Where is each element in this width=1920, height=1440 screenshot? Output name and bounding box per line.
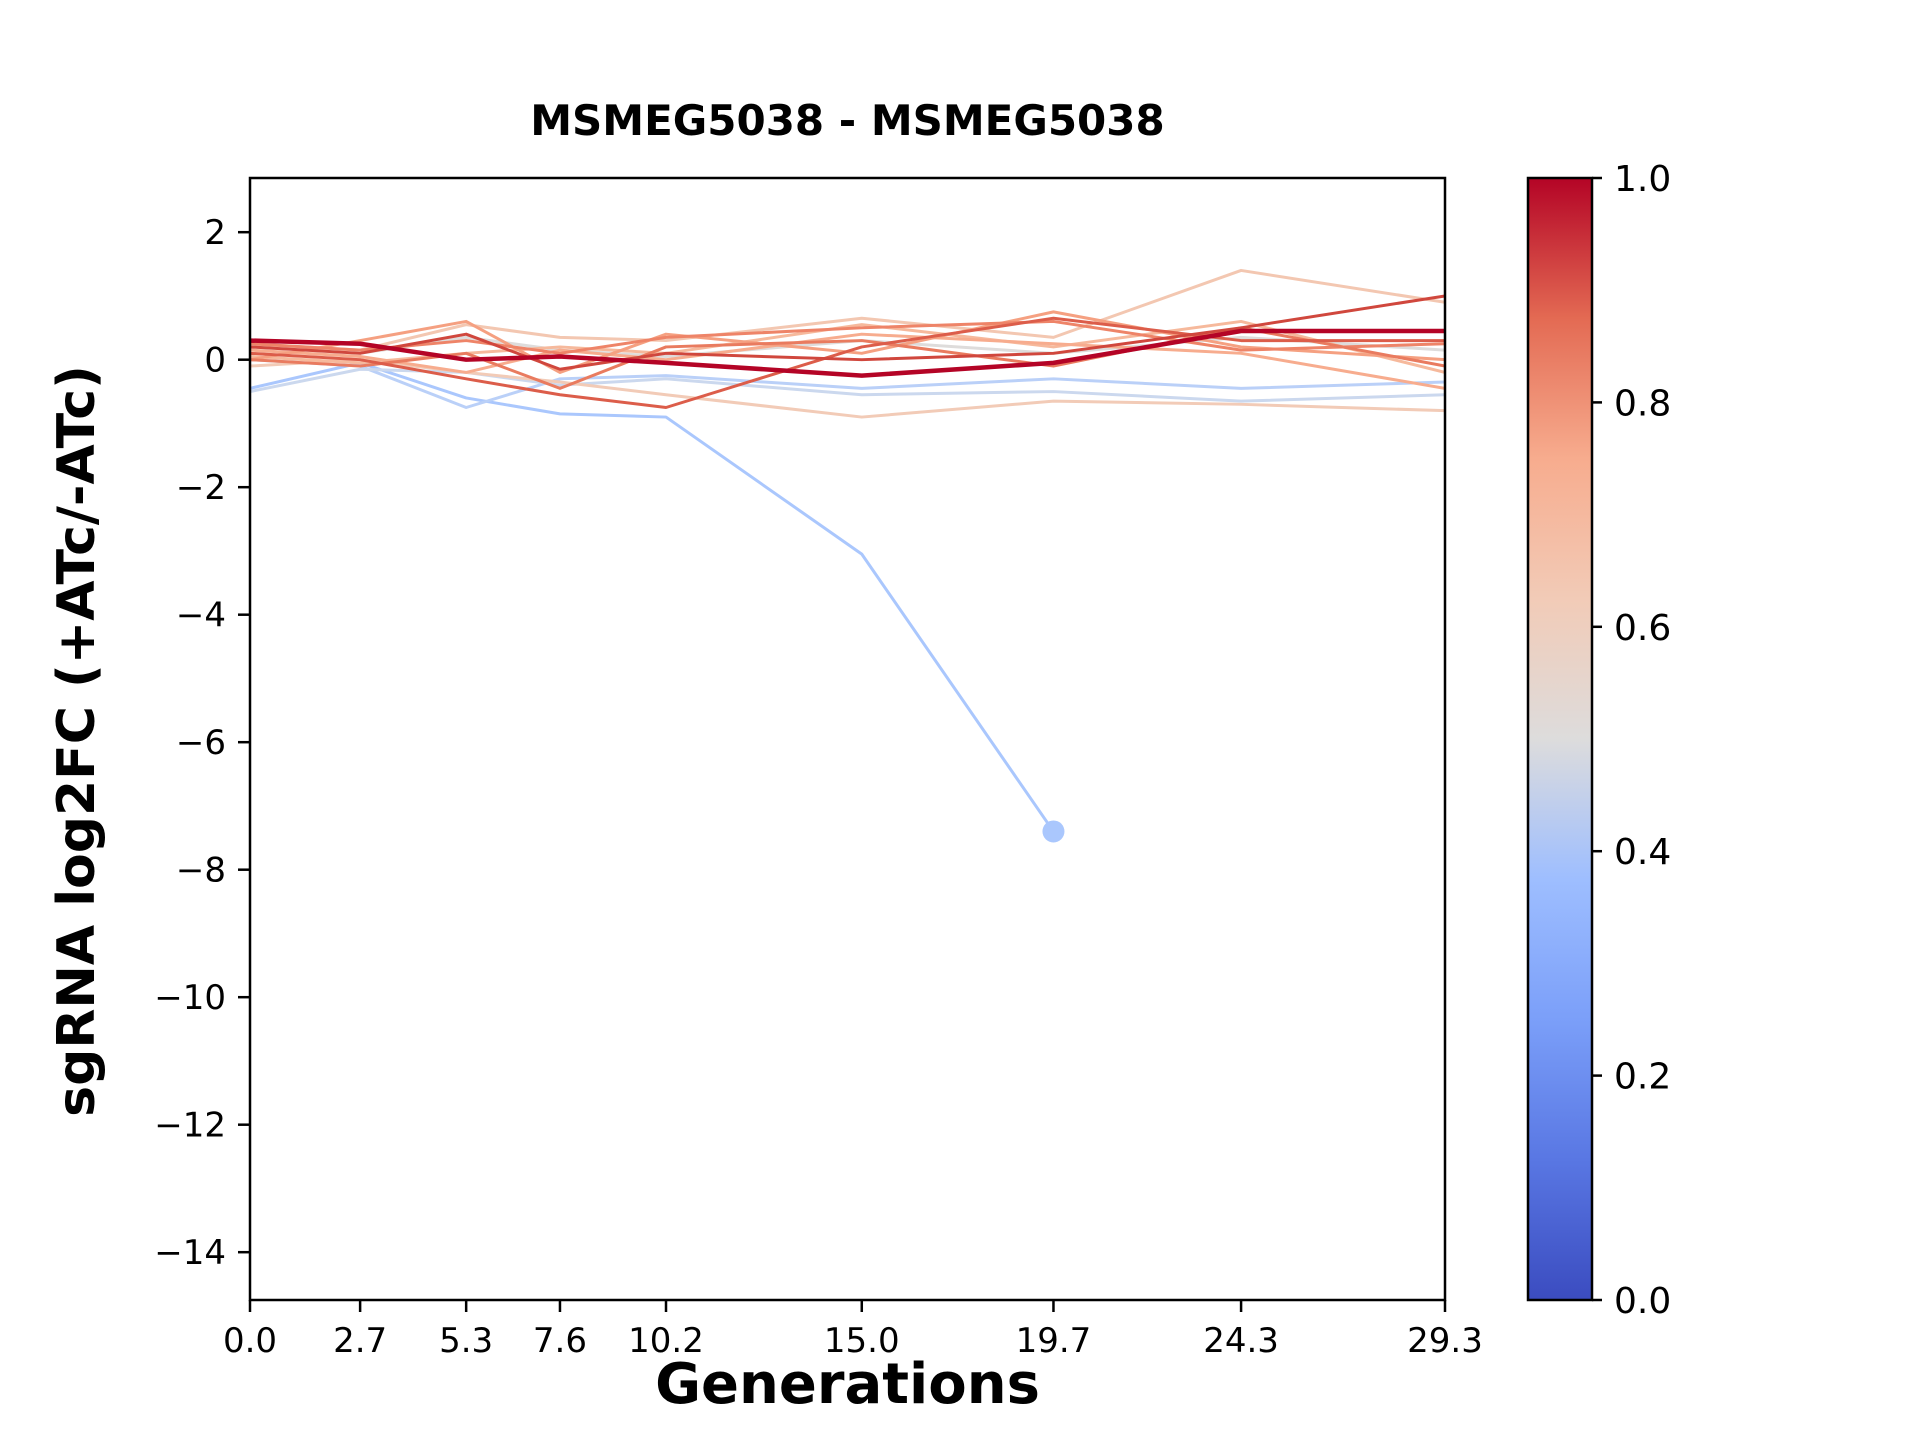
y-tick-label: 2 <box>204 213 226 253</box>
y-tick-label: −2 <box>176 468 226 508</box>
axes-frame <box>248 176 1447 1302</box>
series-line-sgRNA-depleted <box>250 361 1055 833</box>
x-axis-label: Generations <box>655 1352 1040 1417</box>
colorbar-tick-label: 0.2 <box>1614 1057 1671 1098</box>
series-line-sgRNA-14 <box>250 328 1445 378</box>
series-line-sgRNA-12 <box>250 316 1445 409</box>
series-line-sgRNA-06 <box>250 268 1445 352</box>
x-tick-label: 2.7 <box>333 1321 387 1361</box>
colorbar-tick-label: 0.8 <box>1614 383 1671 424</box>
x-tick-label: 19.7 <box>1016 1321 1092 1361</box>
y-tick-label: −14 <box>154 1233 226 1273</box>
x-tick-label: 24.3 <box>1203 1321 1279 1361</box>
colorbar-frame <box>1526 176 1594 1302</box>
series-line-sgRNA-03 <box>250 367 1445 403</box>
x-tick-label: 15.0 <box>824 1321 900 1361</box>
y-tick-label: 0 <box>204 341 226 381</box>
y-tick-label: −10 <box>154 978 226 1018</box>
x-tick-label: 29.3 <box>1407 1321 1483 1361</box>
y-axis-label: sgRNA log2FC (+ATc/-ATc) <box>47 365 107 1117</box>
colorbar-gradient <box>1528 178 1592 1300</box>
x-tick-label: 7.6 <box>533 1321 587 1361</box>
colorbar-tick-label: 0.4 <box>1614 832 1671 873</box>
colorbar-tick-label: 1.0 <box>1614 159 1671 200</box>
series-line-sgRNA-05 <box>250 358 1445 419</box>
y-tick-label: −6 <box>176 723 226 763</box>
series-group <box>250 268 1445 843</box>
series-line-sgRNA-02 <box>250 358 1445 409</box>
x-tick-label: 5.3 <box>439 1321 493 1361</box>
end-marker-sgRNA-depleted <box>1042 820 1065 843</box>
chart-title: MSMEG5038 - MSMEG5038 <box>530 96 1165 145</box>
y-tick-label: −8 <box>176 851 226 891</box>
x-tick-label: 0.0 <box>223 1321 277 1361</box>
y-tick-label: −12 <box>154 1106 226 1146</box>
x-tick-label: 10.2 <box>628 1321 704 1361</box>
y-tick-label: −4 <box>176 596 226 636</box>
colorbar-tick-label: 0.6 <box>1614 608 1671 649</box>
colorbar-tick-label: 0.0 <box>1614 1281 1671 1322</box>
